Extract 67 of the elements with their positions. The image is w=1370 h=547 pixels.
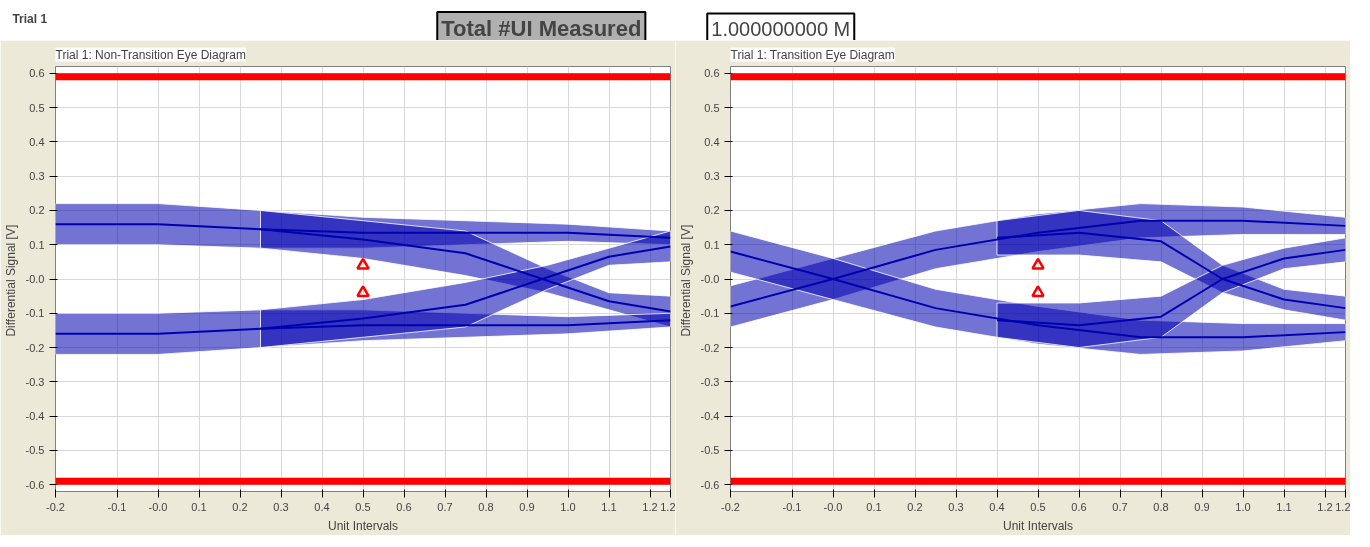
y-tick-label: 0.5 <box>704 101 720 114</box>
y-tick-label: -0.3 <box>700 375 720 388</box>
text: 1.000000000 M <box>711 17 851 40</box>
x-tick-label: 0.6 <box>396 500 412 513</box>
y-axis-title: Differential Signal [V] <box>3 224 18 337</box>
x-axis-title: Unit Intervals <box>1002 518 1074 533</box>
x-tick-label: -0.1 <box>107 500 127 513</box>
y-tick-label: 0.4 <box>29 135 45 148</box>
y-tick-label: -0.5 <box>700 444 720 457</box>
x-tick-label: 0.6 <box>1071 500 1087 513</box>
x-tick-label: -0.2 <box>721 500 740 513</box>
x-tick-label: 0.9 <box>519 500 535 513</box>
chart-title: Trial 1: Transition Eye Diagram <box>730 47 895 62</box>
y-tick-label: 0.3 <box>29 170 45 183</box>
x-tick-label: 0.7 <box>437 500 453 513</box>
x-tick-label: 0.3 <box>948 500 964 513</box>
x-tick-label: 0.4 <box>989 500 1005 513</box>
y-tick-label: 0.1 <box>29 238 45 251</box>
x-tick-label: 1.2 <box>660 500 676 513</box>
y-tick-label: 0.4 <box>704 135 720 148</box>
x-tick-label: 0.8 <box>478 500 494 513</box>
x-tick-label: 1.0 <box>560 500 576 513</box>
y-tick-label: -0.4 <box>25 410 45 423</box>
x-tick-label: 0.7 <box>1112 500 1128 513</box>
x-tick-label: -0.1 <box>782 500 802 513</box>
y-tick-label: 0.3 <box>704 170 720 183</box>
x-tick-label: 1.2 <box>642 500 658 513</box>
y-tick-label: -0.3 <box>25 375 45 388</box>
x-axis-title: Unit Intervals <box>327 518 399 533</box>
x-tick-label: 0.3 <box>273 500 289 513</box>
x-tick-label: -0.2 <box>46 500 65 513</box>
x-tick-label: -0.0 <box>823 500 843 513</box>
x-tick-label: 1.2 <box>1335 500 1351 513</box>
x-tick-label: 0.1 <box>191 500 207 513</box>
x-tick-label: 0.4 <box>314 500 330 513</box>
y-tick-label: -0.0 <box>700 273 720 285</box>
y-tick-label: -0.2 <box>700 341 720 354</box>
y-tick-label: 0.6 <box>704 67 720 80</box>
x-tick-label: 0.8 <box>1153 500 1169 513</box>
text: Total #UI Measured <box>441 16 642 41</box>
x-tick-label: 0.5 <box>355 500 371 513</box>
text: Trial 1 <box>12 11 48 26</box>
y-tick-label: -0.6 <box>25 478 45 491</box>
y-tick-label: -0.1 <box>700 307 720 320</box>
x-tick-label: 0.1 <box>866 500 882 513</box>
y-tick-label: 0.2 <box>29 204 45 217</box>
y-axis-title: Differential Signal [V] <box>678 224 693 337</box>
x-tick-label: 0.2 <box>232 500 248 513</box>
x-tick-label: -0.0 <box>148 500 168 513</box>
y-tick-label: -0.1 <box>25 307 45 320</box>
x-tick-label: 0.2 <box>907 500 923 513</box>
chart-title: Trial 1: Non-Transition Eye Diagram <box>55 47 247 62</box>
x-tick-label: 1.1 <box>1276 500 1292 513</box>
y-tick-label: -0.0 <box>25 273 45 285</box>
y-tick-label: -0.6 <box>700 478 720 491</box>
y-tick-label: 0.1 <box>704 238 720 251</box>
y-tick-label: 0.2 <box>704 204 720 217</box>
x-tick-label: 1.0 <box>1235 500 1251 513</box>
y-tick-label: -0.5 <box>25 444 45 457</box>
y-tick-label: 0.5 <box>29 101 45 114</box>
x-tick-label: 1.1 <box>601 500 617 513</box>
x-tick-label: 0.5 <box>1030 500 1046 513</box>
y-tick-label: -0.4 <box>700 410 720 423</box>
y-tick-label: -0.2 <box>25 341 45 354</box>
y-tick-label: 0.6 <box>29 67 45 80</box>
x-tick-label: 0.9 <box>1194 500 1210 513</box>
x-tick-label: 1.2 <box>1317 500 1333 513</box>
